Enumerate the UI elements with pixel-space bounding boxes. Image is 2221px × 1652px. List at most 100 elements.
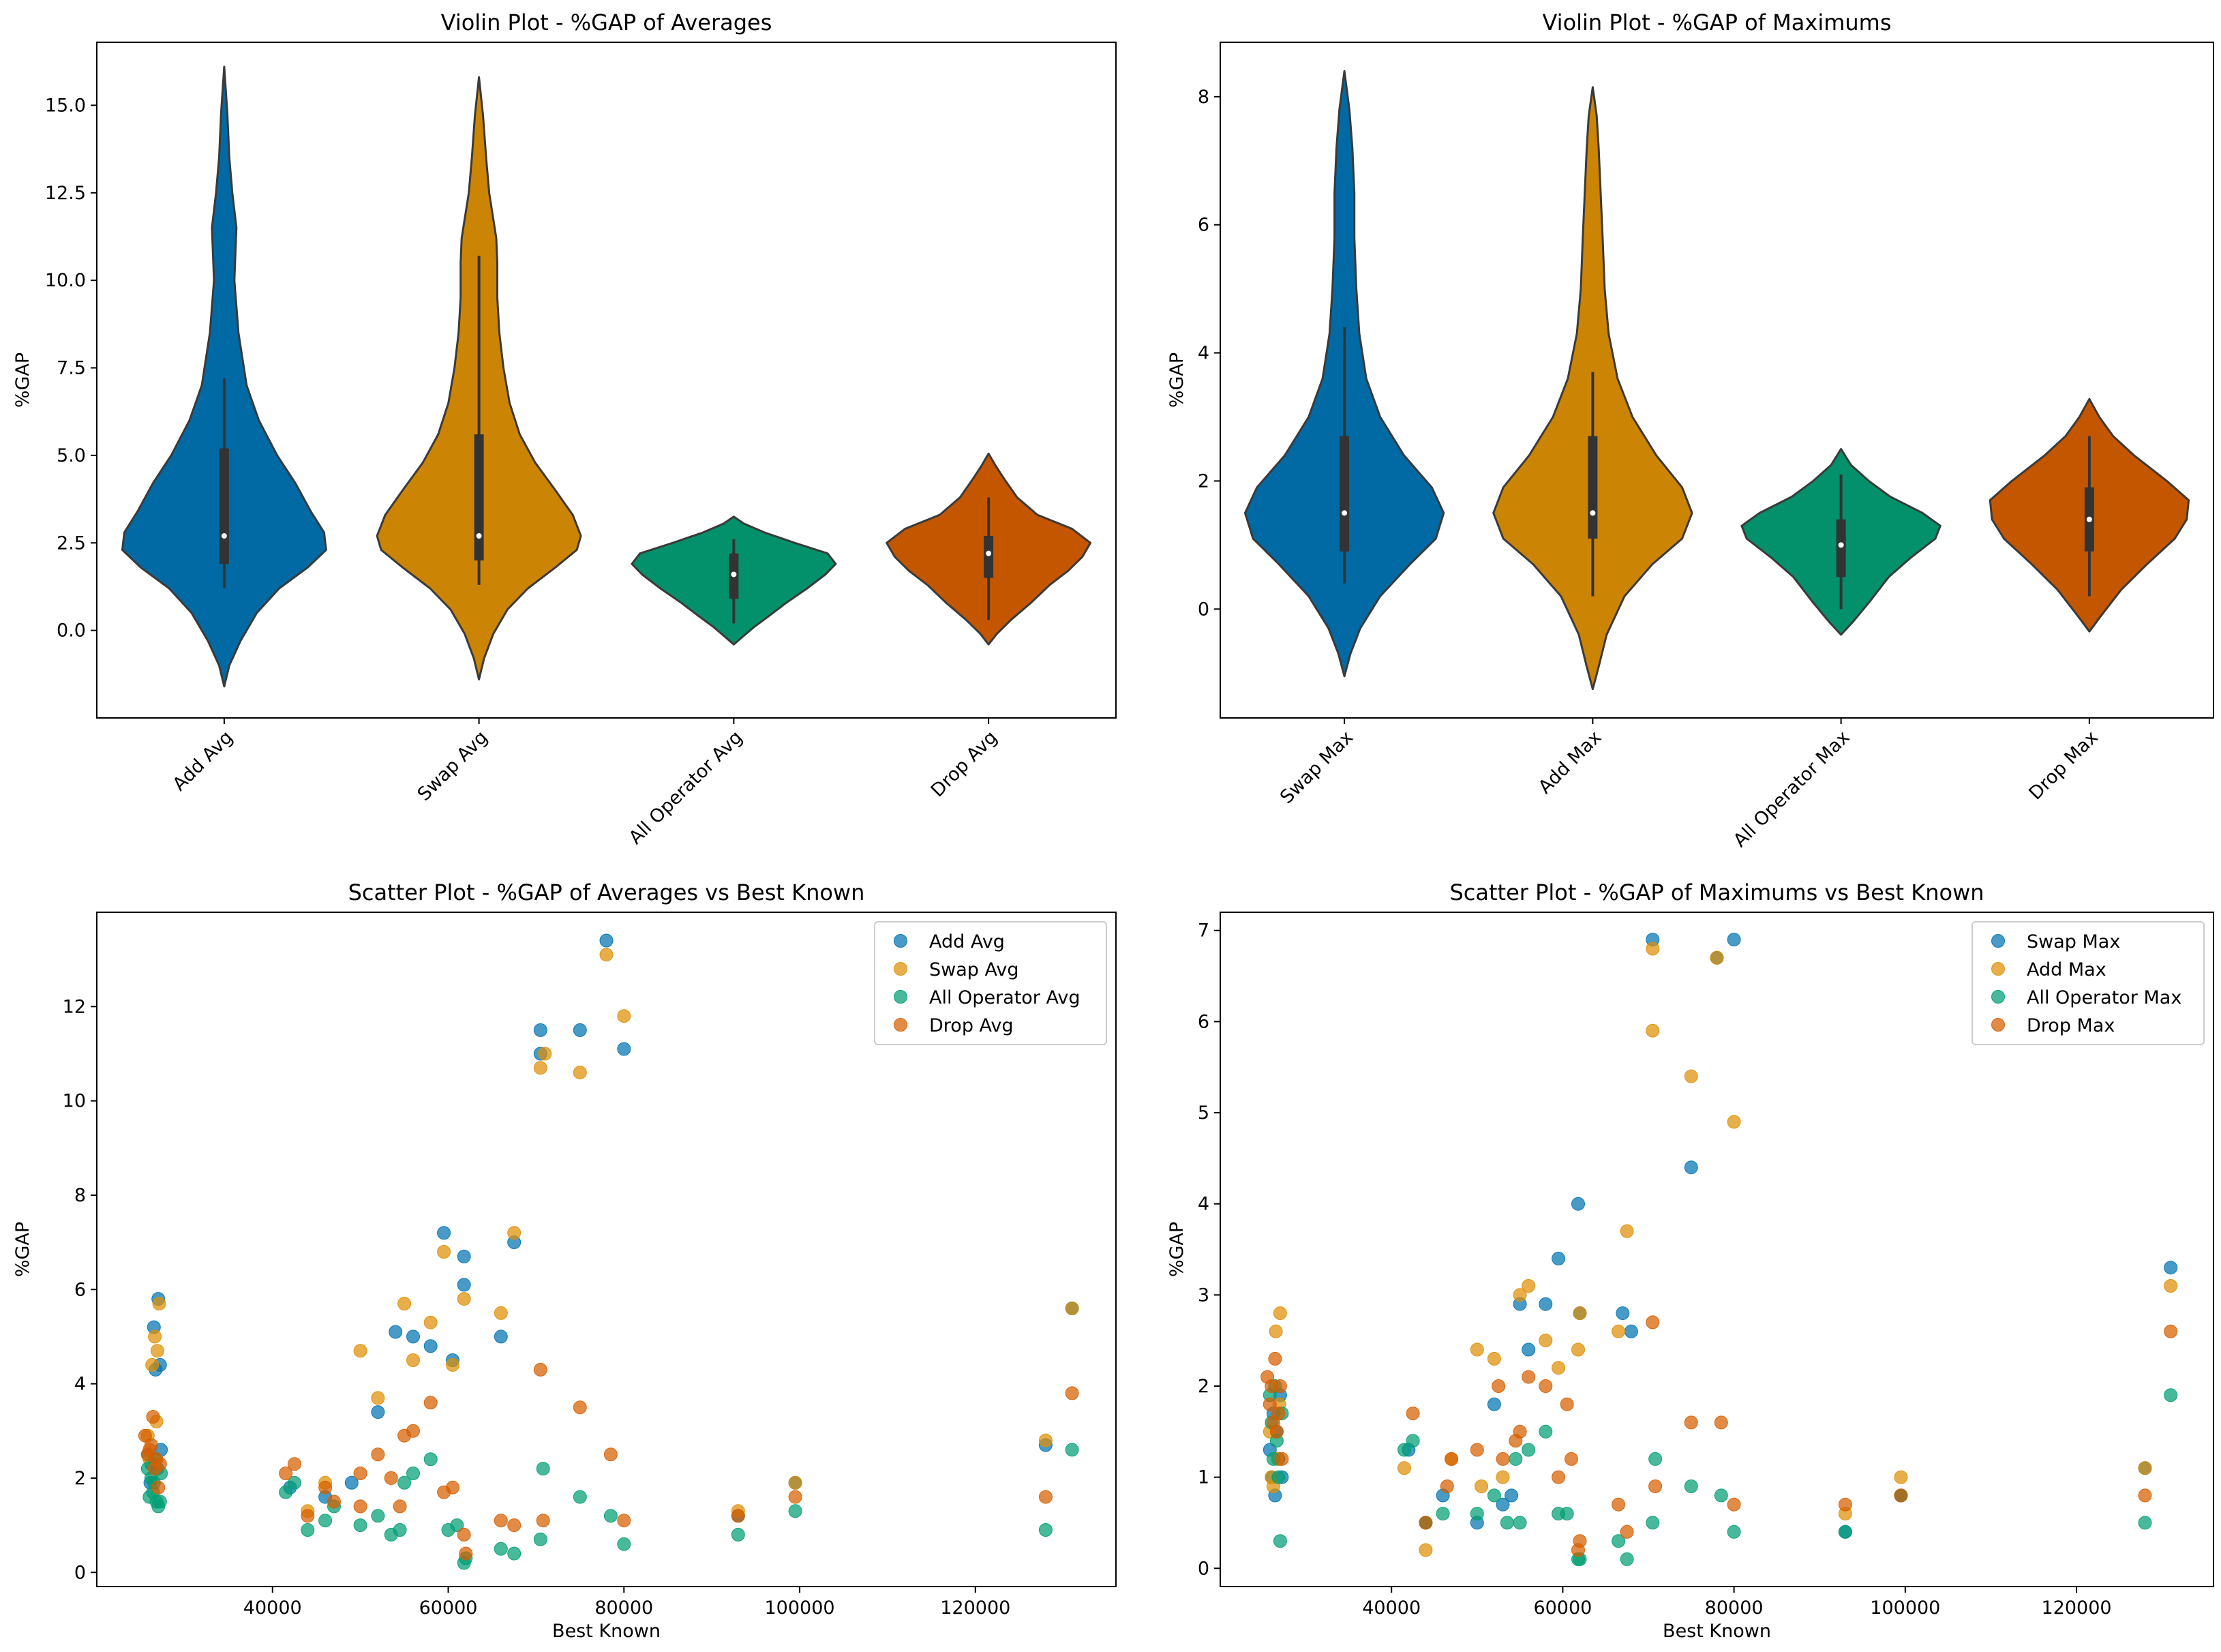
scatter-point xyxy=(1496,1470,1510,1484)
scatter-point xyxy=(1065,1443,1079,1457)
scatter-point xyxy=(1445,1452,1459,1466)
y-tick-label: 7.5 xyxy=(57,358,86,379)
scatter-point xyxy=(599,933,614,948)
y-tick-label: 2 xyxy=(1198,470,1209,492)
scatter-point xyxy=(1894,1488,1908,1503)
scatter-point xyxy=(1271,1407,1286,1421)
scatter-point xyxy=(288,1475,301,1490)
scatter-point xyxy=(533,1362,547,1377)
legend: Add Avg Swap Avg All Operator Avg Drop Avg xyxy=(874,921,1107,1045)
y-axis-label: %GAP xyxy=(12,1222,33,1277)
scatter-point xyxy=(1646,1516,1660,1530)
scatter-point xyxy=(151,1480,166,1495)
scatter-point xyxy=(507,1518,522,1533)
scatter-point xyxy=(1727,1497,1741,1512)
scatter-point xyxy=(353,1344,367,1358)
y-tick-label: 8 xyxy=(1198,87,1209,108)
scatter-point xyxy=(1500,1516,1514,1530)
violin-iqr-box xyxy=(1836,519,1846,577)
legend-box xyxy=(874,921,1107,1045)
y-tick-label: 4 xyxy=(74,1374,86,1395)
scatter-point xyxy=(1038,1433,1053,1447)
scatter-point xyxy=(1273,1379,1287,1393)
y-tick-label: 10.0 xyxy=(45,270,86,291)
scatter-point xyxy=(146,1410,160,1424)
legend-label: All Operator Max xyxy=(2027,987,2181,1008)
scatter-point xyxy=(494,1330,508,1344)
y-tick-label: 0 xyxy=(1198,599,1209,620)
scatter-point xyxy=(457,1278,471,1292)
scatter-point xyxy=(1496,1497,1510,1512)
x-tick-label: Swap Max xyxy=(1276,727,1357,808)
scatter-point xyxy=(536,1514,550,1528)
series-drop-max xyxy=(1260,1315,2178,1557)
scatter-point xyxy=(371,1509,385,1523)
scatter-point xyxy=(1505,1488,1519,1503)
scatter-point xyxy=(573,1400,587,1415)
x-tick-label: Drop Avg xyxy=(927,727,1001,801)
scatter-point xyxy=(1419,1543,1433,1557)
y-tick-label: 10 xyxy=(63,1091,86,1112)
scatter-point xyxy=(2164,1261,2178,1275)
scatter-point xyxy=(1419,1516,1433,1530)
y-tick-label: 5 xyxy=(1198,1102,1209,1124)
y-tick-label: 2.5 xyxy=(57,532,86,554)
scatter-point xyxy=(1838,1525,1852,1539)
scatter-point xyxy=(301,1523,315,1537)
scatter-point xyxy=(1573,1534,1587,1548)
scatter-point xyxy=(1552,1470,1566,1484)
scatter-point xyxy=(1492,1379,1506,1393)
scatter-point xyxy=(1513,1516,1527,1530)
scatter-point xyxy=(353,1518,367,1533)
x-tick-label: 120000 xyxy=(940,1597,1010,1619)
legend-marker xyxy=(1991,990,2005,1004)
scatter-point xyxy=(573,1023,587,1037)
scatter-point xyxy=(1648,1452,1663,1466)
scatter-point xyxy=(617,1009,631,1023)
scatter-point xyxy=(1624,1324,1638,1338)
scatter-point xyxy=(353,1499,367,1514)
scatter-point xyxy=(533,1532,547,1546)
scatter-point xyxy=(731,1527,745,1542)
chart-title: Scatter Plot - %GAP of Averages vs Best … xyxy=(348,880,865,905)
violin-body xyxy=(121,65,327,688)
scatter-point xyxy=(1684,1480,1698,1493)
scatter-point xyxy=(494,1542,508,1556)
scatter-point xyxy=(1470,1443,1484,1457)
scatter-point xyxy=(1487,1488,1501,1503)
scatter-point xyxy=(1038,1490,1053,1504)
scatter-point xyxy=(148,1330,162,1344)
scatter-point xyxy=(145,1357,160,1372)
legend-marker xyxy=(894,962,907,976)
scatter-point xyxy=(1275,1452,1289,1466)
scatter-point xyxy=(1487,1351,1501,1366)
x-tick-label: 60000 xyxy=(1533,1597,1592,1619)
violin-iqr-box xyxy=(474,434,484,560)
violin-add-max xyxy=(1492,86,1693,691)
violin-iqr-box xyxy=(984,535,994,578)
scatter-point xyxy=(1273,1534,1287,1548)
scatter-point xyxy=(1470,1342,1484,1357)
legend-label: Add Max xyxy=(2027,959,2106,980)
scatter-point xyxy=(423,1452,438,1467)
y-tick-label: 15.0 xyxy=(45,95,86,116)
chart-title: Scatter Plot - %GAP of Maximums vs Best … xyxy=(1449,880,1984,905)
scatter-point xyxy=(573,1066,587,1080)
scatter-point xyxy=(1496,1452,1510,1466)
scatter-point xyxy=(536,1462,550,1476)
scatter-point xyxy=(397,1297,412,1310)
violin-iqr-box xyxy=(1340,436,1350,552)
axes-frame xyxy=(1220,42,2214,719)
scatter-point xyxy=(279,1467,293,1480)
scatter-point xyxy=(371,1447,385,1462)
scatter-point xyxy=(1522,1342,1536,1357)
scatter-point xyxy=(1565,1452,1578,1466)
scatter-point xyxy=(1397,1443,1411,1457)
scatter-point xyxy=(1612,1324,1626,1338)
scatter-point xyxy=(1539,1334,1553,1348)
scatter-point xyxy=(1539,1424,1553,1439)
y-tick-label: 12 xyxy=(63,996,86,1017)
scatter-point xyxy=(446,1357,459,1372)
legend: Swap Max Add Max All Operator Max Drop Max xyxy=(1971,921,2205,1045)
scatter-point xyxy=(603,1447,618,1462)
